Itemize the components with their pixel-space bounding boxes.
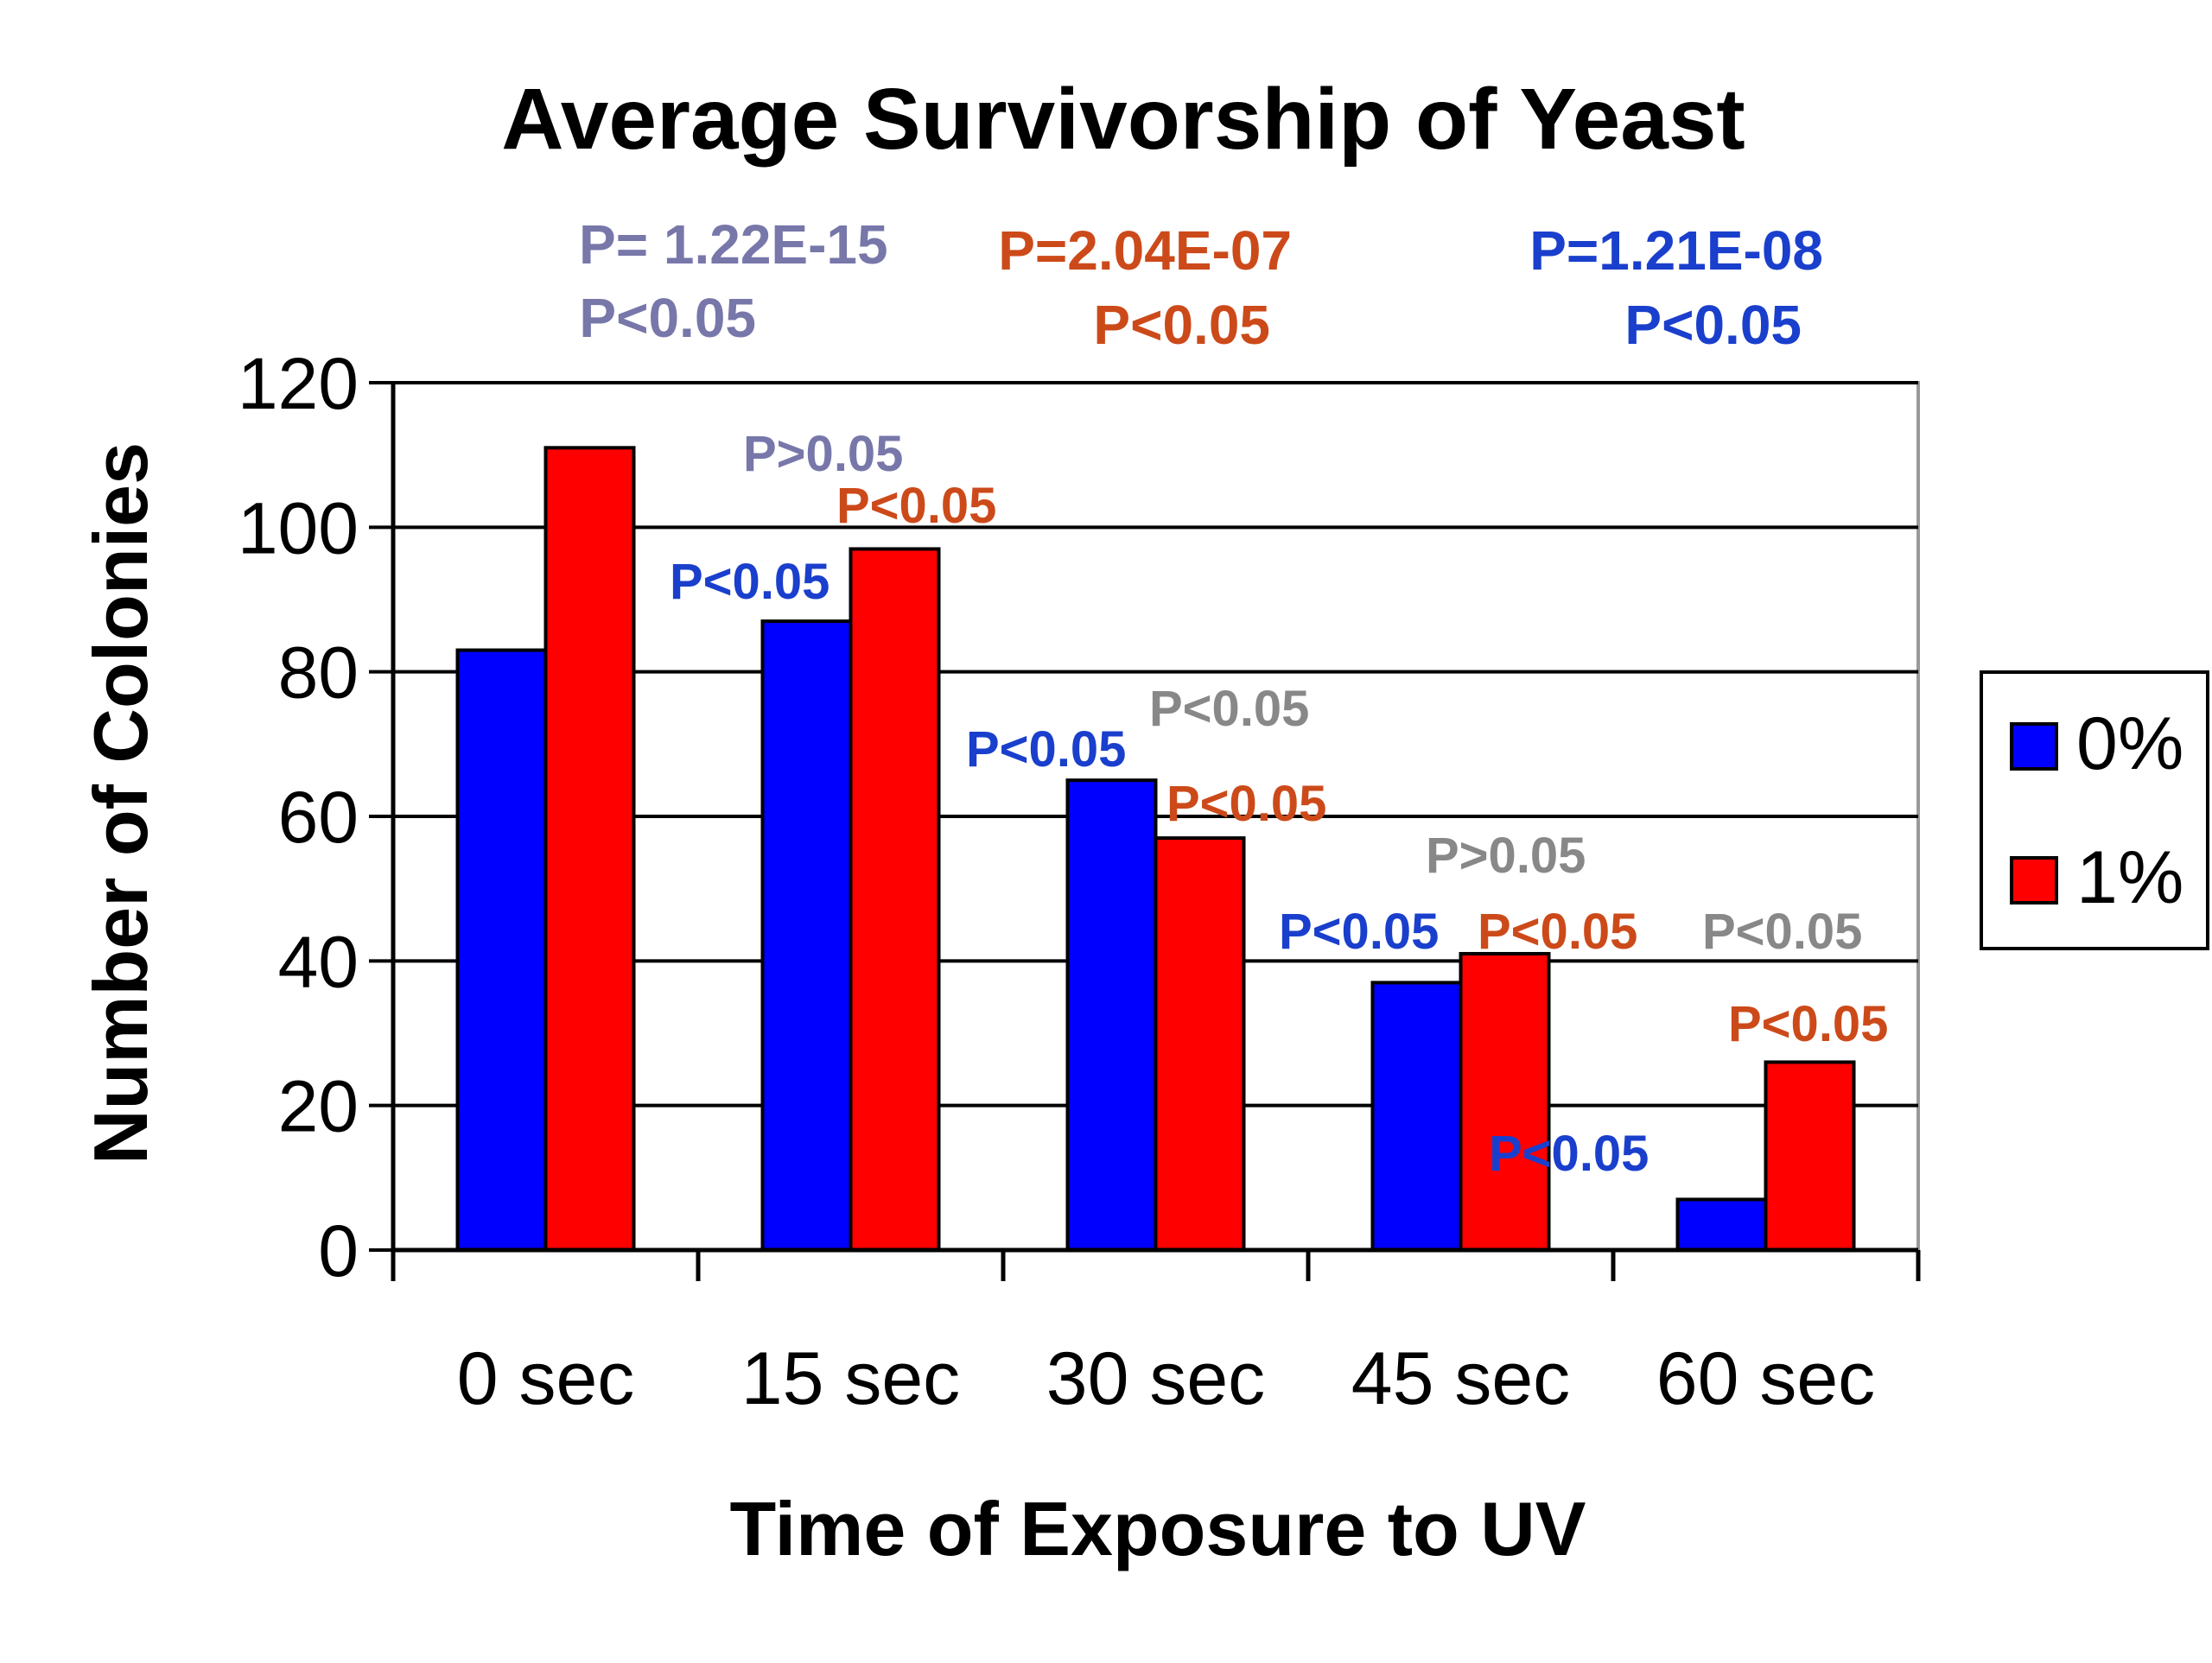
top-p-value-label: P<0.05: [579, 287, 756, 349]
legend-label: 0%: [2076, 702, 2183, 785]
top-p-value-label: P<0.05: [1093, 294, 1270, 356]
significance-annotations: P= 1.22E-15 P<0.05 P=2.04E-07 P<0.05 P=1.21E…: [579, 213, 1888, 1182]
bar-series2: [1154, 836, 1246, 1252]
y-tick-label: 60: [278, 777, 359, 858]
axes: 0 20 40 60 80 100 120 0 sec 15 sec 30 sec 45 sec 60…: [238, 343, 1921, 1420]
legend-label: 1%: [2076, 836, 2183, 919]
bar-p-value-label: P<0.05: [836, 478, 996, 534]
chart-title: Average Survivorship of Yeast: [501, 71, 1745, 168]
bar-series1: [1370, 981, 1463, 1253]
top-p-value-label: P<0.05: [1624, 294, 1802, 356]
x-tick-label: 60 sec: [1656, 1337, 1875, 1420]
bar-p-value-label: P<0.05: [1478, 904, 1637, 960]
bar-p-value-label: P>0.05: [743, 426, 903, 482]
bar-series1: [455, 648, 548, 1252]
bar-series2: [1764, 1060, 1856, 1253]
bar-p-value-label: P<0.05: [1489, 1126, 1649, 1182]
bar-p-value-label: P<0.05: [670, 554, 830, 610]
legend-swatch: [2010, 722, 2058, 771]
bar-series1: [760, 619, 853, 1252]
bar-p-value-label: P<0.05: [1149, 681, 1309, 737]
top-p-value-label: P=1.21E-08: [1529, 219, 1823, 282]
y-axis-label: Number of Colonies: [78, 442, 163, 1165]
legend: 0% 1%: [1980, 670, 2209, 950]
bar-series2: [1459, 951, 1551, 1252]
bar-p-value-label: P>0.05: [1426, 828, 1586, 884]
top-p-value-label: P=2.04E-07: [998, 219, 1292, 282]
x-tick-label: 0 sec: [457, 1337, 635, 1420]
bar-p-value-label: P<0.05: [966, 721, 1126, 778]
x-tick-label: 45 sec: [1351, 1337, 1570, 1420]
bar-p-value-label: P<0.05: [1279, 904, 1439, 960]
y-tick-label: 0: [318, 1210, 359, 1292]
x-axis-label: Time of Exposure to UV: [730, 1486, 1586, 1571]
y-tick-label: 80: [278, 632, 359, 714]
bar-series1: [1675, 1197, 1768, 1253]
x-tick-label: 15 sec: [741, 1337, 960, 1420]
y-tick-label: 100: [238, 487, 359, 568]
bar-series2: [543, 446, 636, 1252]
bar-p-value-label: P<0.05: [1702, 904, 1862, 960]
top-p-value-label: P= 1.22E-15: [579, 213, 888, 276]
y-tick-label: 20: [278, 1066, 359, 1147]
bar-series1: [1065, 778, 1158, 1252]
bar-p-value-label: P<0.05: [1166, 776, 1326, 832]
y-tick-label: 40: [278, 921, 359, 1002]
bar-series2: [849, 547, 941, 1252]
legend-swatch: [2010, 856, 2058, 904]
bars: [455, 446, 1856, 1253]
bar-p-value-label: P<0.05: [1728, 996, 1888, 1052]
y-tick-label: 120: [238, 343, 359, 424]
x-tick-label: 30 sec: [1046, 1337, 1265, 1420]
